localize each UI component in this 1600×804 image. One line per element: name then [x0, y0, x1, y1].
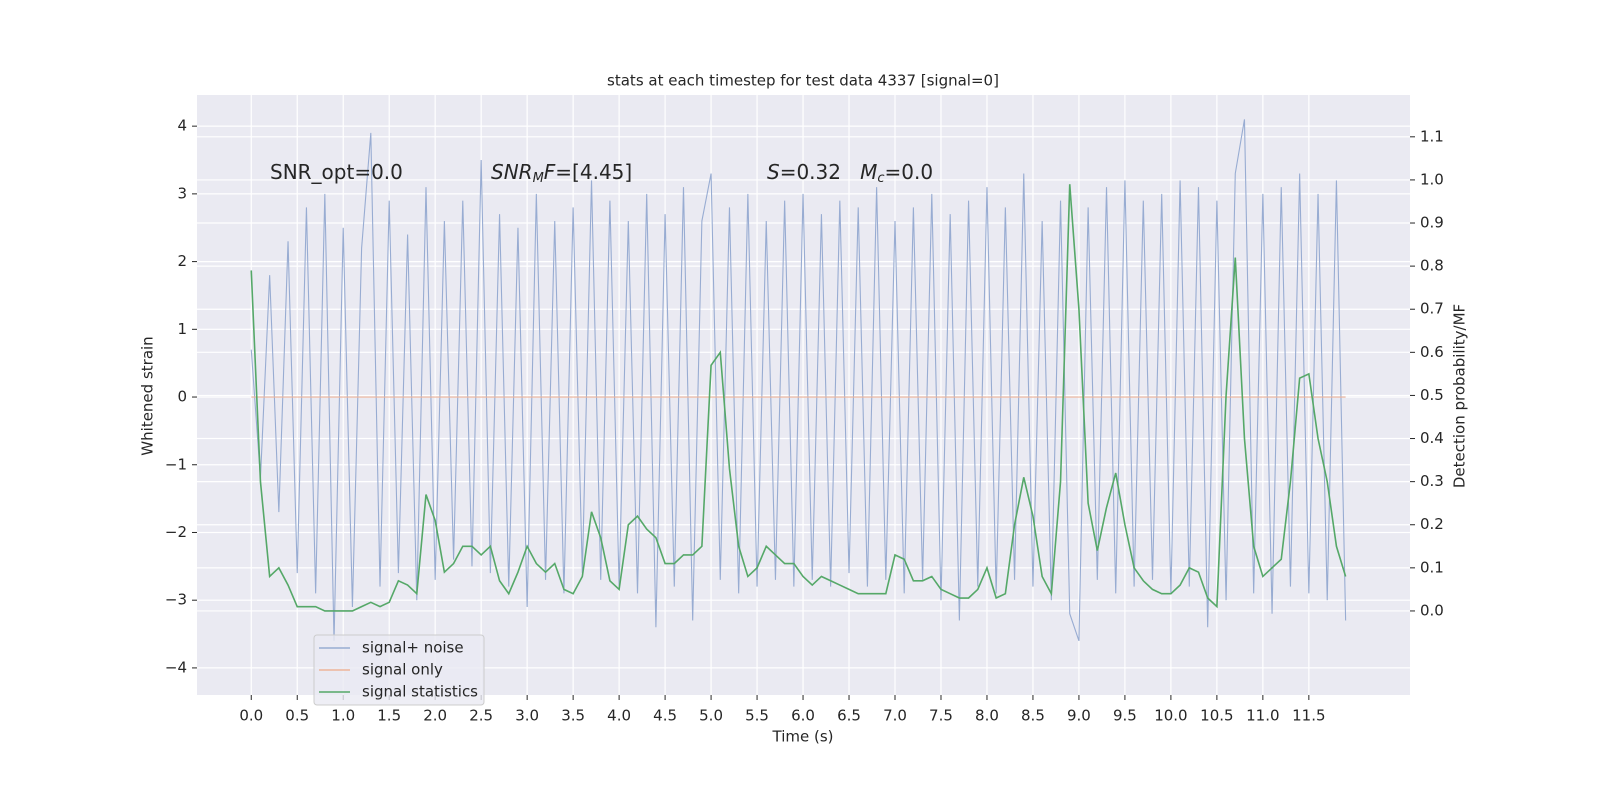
y-tick-label: 1 [177, 320, 187, 338]
annotation-part: =0.32 [780, 160, 860, 184]
annotation-part: M [533, 171, 544, 186]
x-tick-label: 5.5 [745, 707, 769, 725]
y2-tick-label: 0.2 [1420, 515, 1444, 533]
annotation-part: c [877, 171, 884, 186]
y2-tick-label: 0.5 [1420, 386, 1444, 404]
y-tick-label: −3 [165, 591, 187, 609]
x-tick-label: 6.5 [837, 707, 861, 725]
y-tick-label: 2 [177, 252, 187, 270]
legend-label: signal+ noise [362, 639, 464, 657]
x-tick-label: 2.5 [469, 707, 493, 725]
x-tick-label: 9.0 [1067, 707, 1091, 725]
annotation-part: SNR [491, 160, 533, 184]
y-tick-label: 3 [177, 184, 187, 202]
y-tick-label: −2 [165, 523, 187, 541]
x-tick-label: 8.0 [975, 707, 999, 725]
legend-box [313, 634, 485, 706]
x-tick-label: 10.5 [1200, 707, 1233, 725]
y2-tick-label: 0.4 [1420, 429, 1444, 447]
y2-tick-label: 0.7 [1420, 300, 1444, 318]
y2-tick-label: 0.8 [1420, 257, 1444, 275]
x-tick-label: 2.0 [423, 707, 447, 725]
x-tick-label: 6.0 [791, 707, 815, 725]
x-tick-label: 11.0 [1246, 707, 1279, 725]
y-tick-label: −4 [165, 658, 187, 676]
annotation-part: S [767, 160, 780, 184]
x-tick-label: 11.5 [1292, 707, 1325, 725]
annotation: SNRMF=[4.45] [491, 160, 632, 186]
y2-axis-label: Detection probability/MF [1451, 304, 1469, 488]
y-axis-label: Whitened strain [139, 336, 157, 455]
x-tick-label: 10.0 [1154, 707, 1187, 725]
x-tick-label: 7.0 [883, 707, 907, 725]
x-tick-label: 5.0 [699, 707, 723, 725]
x-tick-label: 1.5 [377, 707, 401, 725]
annotation-part: F [544, 160, 556, 184]
annotation-part: M [860, 160, 877, 184]
y-tick-label: −1 [165, 455, 187, 473]
x-tick-label: 4.5 [653, 707, 677, 725]
legend: signal+ noise signal only signal statistic… [313, 634, 485, 706]
x-tick-label: 3.0 [515, 707, 539, 725]
x-tick-label: 9.5 [1113, 707, 1137, 725]
x-tick-label: 3.5 [561, 707, 585, 725]
x-tick-label: 8.5 [1021, 707, 1045, 725]
y2-tick-label: 0.6 [1420, 343, 1444, 361]
x-axis-label: Time (s) [772, 728, 834, 746]
x-tick-label: 1.0 [331, 707, 355, 725]
y2-tick-label: 1.0 [1420, 170, 1444, 188]
chart-title: stats at each timestep for test data 433… [607, 72, 999, 90]
legend-label: signal statistics [362, 683, 478, 701]
y-tick-label: 4 [177, 117, 187, 135]
annotation-part: SNR_opt=0.0 [270, 160, 403, 184]
legend-label: signal only [362, 661, 443, 679]
series-line [250, 184, 1347, 612]
y2-tick-label: 0.3 [1420, 472, 1444, 490]
annotation: S=0.32 Mc=0.0 [767, 160, 933, 186]
x-tick-label: 4.0 [607, 707, 631, 725]
grid [197, 95, 1410, 695]
y-tick-label: 0 [177, 388, 187, 406]
y2-tick-label: 0.0 [1420, 601, 1444, 619]
annotation: SNR_opt=0.0 [270, 160, 403, 184]
x-tick-label: 0.0 [239, 707, 263, 725]
y2-tick-label: 1.1 [1420, 127, 1444, 145]
y2-tick-label: 0.9 [1420, 214, 1444, 232]
annotation-part: =[4.45] [555, 160, 632, 184]
x-tick-label: 7.5 [929, 707, 953, 725]
annotation-part: =0.0 [885, 160, 934, 184]
y2-tick-label: 0.1 [1420, 558, 1444, 576]
x-tick-label: 0.5 [285, 707, 309, 725]
